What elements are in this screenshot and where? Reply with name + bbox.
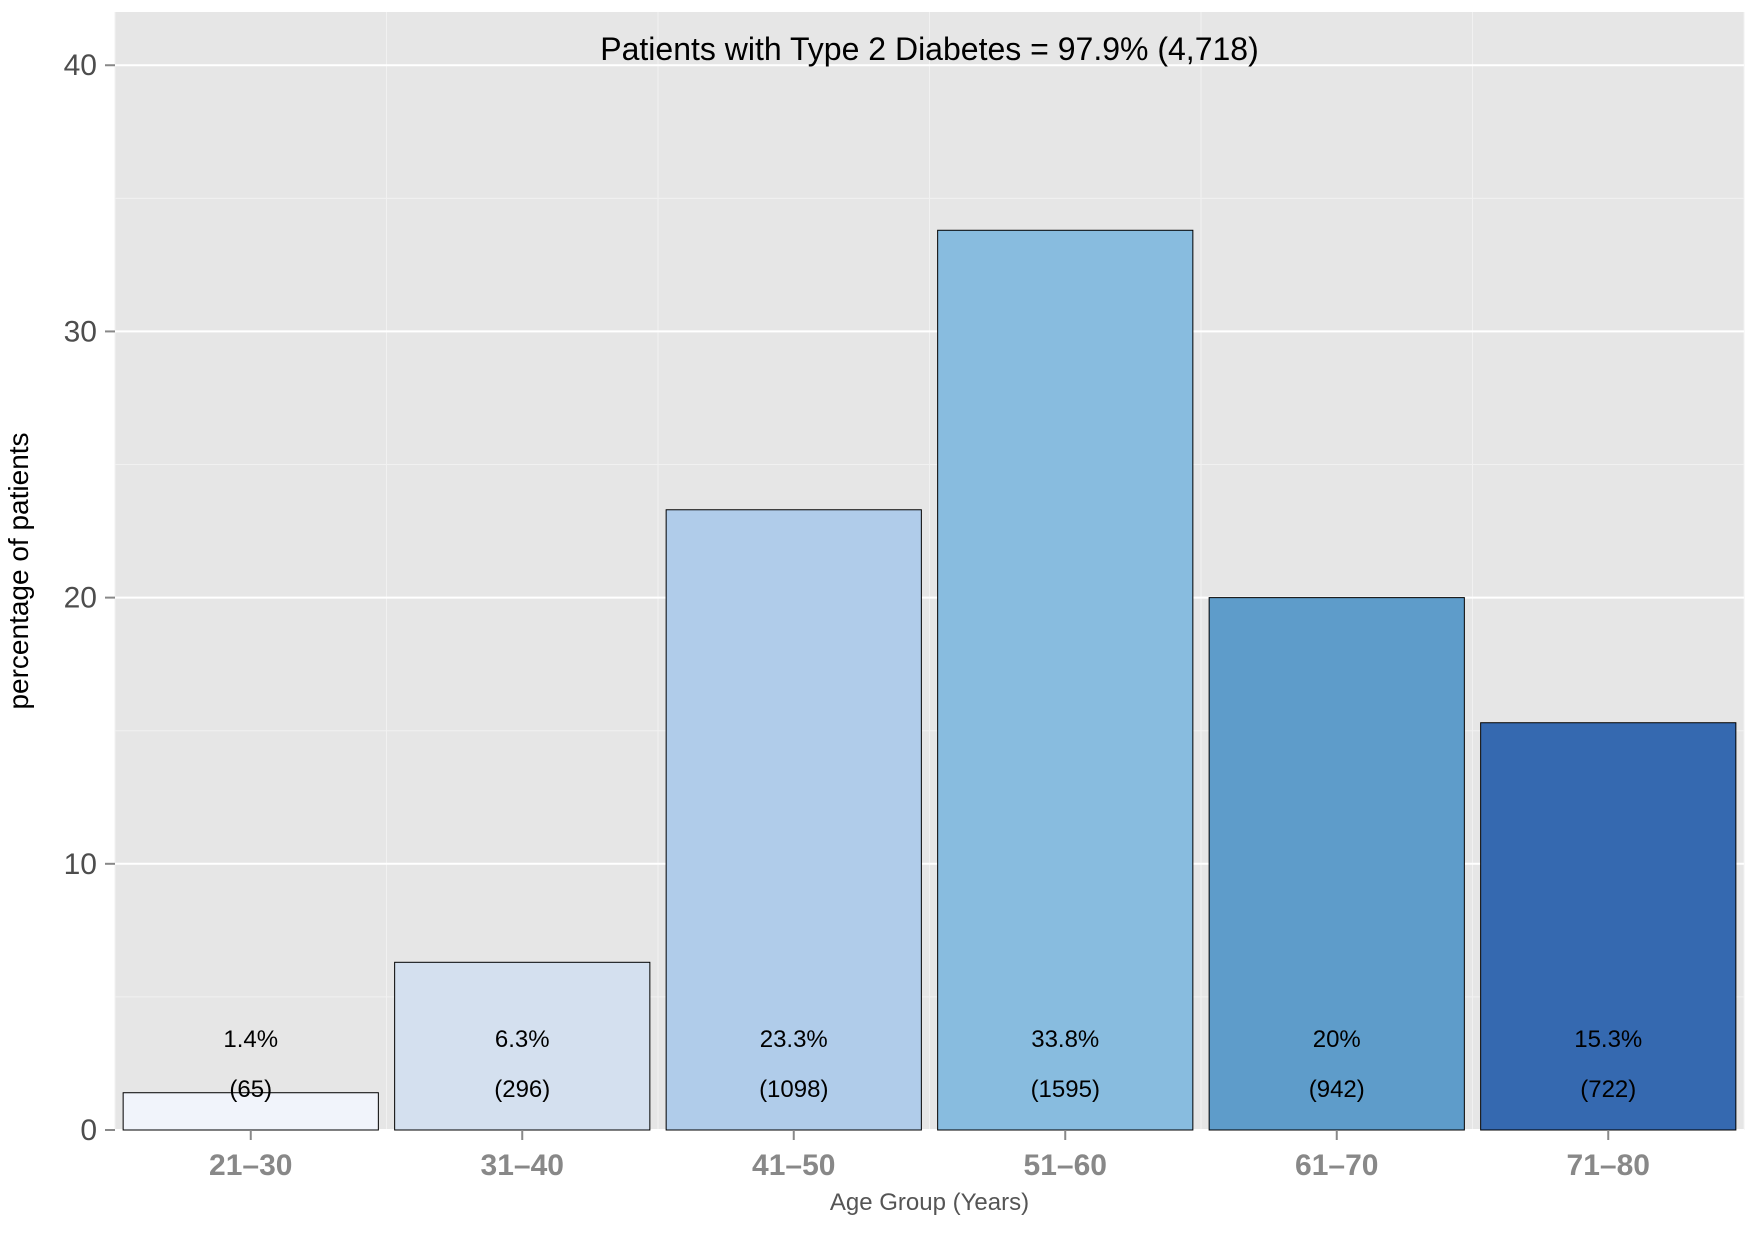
xtick-label: 51–60 — [1024, 1149, 1107, 1182]
chart-title: Patients with Type 2 Diabetes = 97.9% (4… — [600, 31, 1258, 67]
bar-percent-label: 33.8% — [1031, 1026, 1099, 1053]
xtick-label: 41–50 — [752, 1149, 835, 1182]
bar-count-label: (722) — [1580, 1076, 1636, 1103]
bar-count-label: (296) — [494, 1076, 550, 1103]
bar-count-label: (1098) — [759, 1076, 828, 1103]
y-axis-label: percentage of patients — [3, 432, 34, 709]
bar-percent-label: 20% — [1313, 1026, 1361, 1053]
bar — [1481, 723, 1736, 1130]
bar-count-label: (1595) — [1031, 1076, 1100, 1103]
chart-container: 0 10 20 30 40 1.4% (65) 21–30 6.3% (296) 31–40 23.3… — [0, 0, 1752, 1239]
ytick-label: 30 — [64, 315, 97, 348]
xtick-label: 21–30 — [209, 1149, 292, 1182]
bar-chart: 0 10 20 30 40 1.4% (65) 21–30 6.3% (296) 31–40 23.3… — [0, 0, 1752, 1239]
bar-count-label: (942) — [1309, 1076, 1365, 1103]
bar-percent-label: 6.3% — [495, 1026, 550, 1053]
bar-percent-label: 15.3% — [1574, 1026, 1642, 1053]
bar — [938, 230, 1193, 1130]
xtick-label: 61–70 — [1295, 1149, 1378, 1182]
x-axis-label: Age Group (Years) — [830, 1189, 1029, 1216]
ytick-label: 20 — [64, 582, 97, 615]
bar-count-label: (65) — [229, 1076, 272, 1103]
ytick-label: 0 — [80, 1114, 97, 1147]
xtick-label: 71–80 — [1567, 1149, 1650, 1182]
bar-percent-label: 1.4% — [223, 1026, 278, 1053]
xtick-label: 31–40 — [481, 1149, 564, 1182]
bar-percent-label: 23.3% — [760, 1026, 828, 1053]
ytick-label: 40 — [64, 49, 97, 82]
ytick-label: 10 — [64, 848, 97, 881]
